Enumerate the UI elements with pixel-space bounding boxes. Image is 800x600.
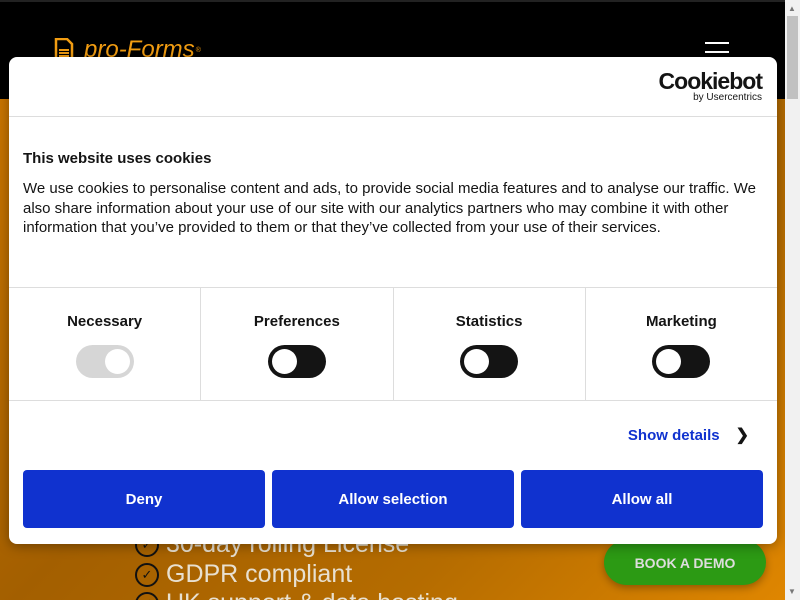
dialog-body: We use cookies to personalise content an… [23,180,756,236]
show-details-label: Show details [627,426,720,444]
category-label: Marketing [645,313,717,330]
category-preferences: Preferences [201,288,394,400]
scrollbar-thumb[interactable] [787,16,798,99]
registered-mark: ® [195,46,201,54]
cookie-consent-dialog: Cookiebot by Usercentrics This website us… [9,57,777,544]
category-marketing: Marketing [586,288,777,400]
necessary-toggle [75,345,134,378]
allow-all-button[interactable]: Allow all [521,470,763,528]
feature-text: GDPR compliant [166,560,353,588]
category-label: Preferences [253,313,340,330]
check-circle-icon: ✓ [135,591,159,600]
feature-text: UK support & data hosting [166,589,458,600]
preferences-toggle[interactable] [267,345,326,378]
category-label: Necessary [67,313,143,330]
feature-item: ✓ GDPR compliant [135,560,352,589]
show-details-link[interactable]: Show details ❯ [628,425,749,445]
dialog-title: This website uses cookies [23,150,212,167]
dialog-header: Cookiebot by Usercentrics [9,57,777,117]
feature-item: ✓ UK support & data hosting [135,589,458,600]
scroll-up-arrow-icon[interactable]: ▲ [788,4,796,13]
cookiebot-logo: Cookiebot by Usercentrics [658,68,763,103]
category-necessary: Necessary [9,288,202,400]
chevron-right-icon: ❯ [735,427,749,444]
category-statistics: Statistics [394,288,586,400]
deny-button[interactable]: Deny [23,470,265,528]
brand-sub: by Usercentrics [693,92,762,103]
allow-selection-button[interactable]: Allow selection [272,470,514,528]
statistics-toggle[interactable] [460,345,519,378]
cookie-categories: Necessary Preferences Statistics Marketi… [9,287,777,401]
scroll-down-arrow-icon[interactable]: ▼ [788,587,796,596]
book-demo-button[interactable]: BOOK A DEMO [604,540,766,585]
scrollbar[interactable]: ▲ ▼ [785,0,800,600]
category-label: Statistics [455,313,523,330]
brand: Cookiebot [658,68,763,94]
check-circle-icon: ✓ [135,562,159,587]
marketing-toggle[interactable] [652,345,711,378]
